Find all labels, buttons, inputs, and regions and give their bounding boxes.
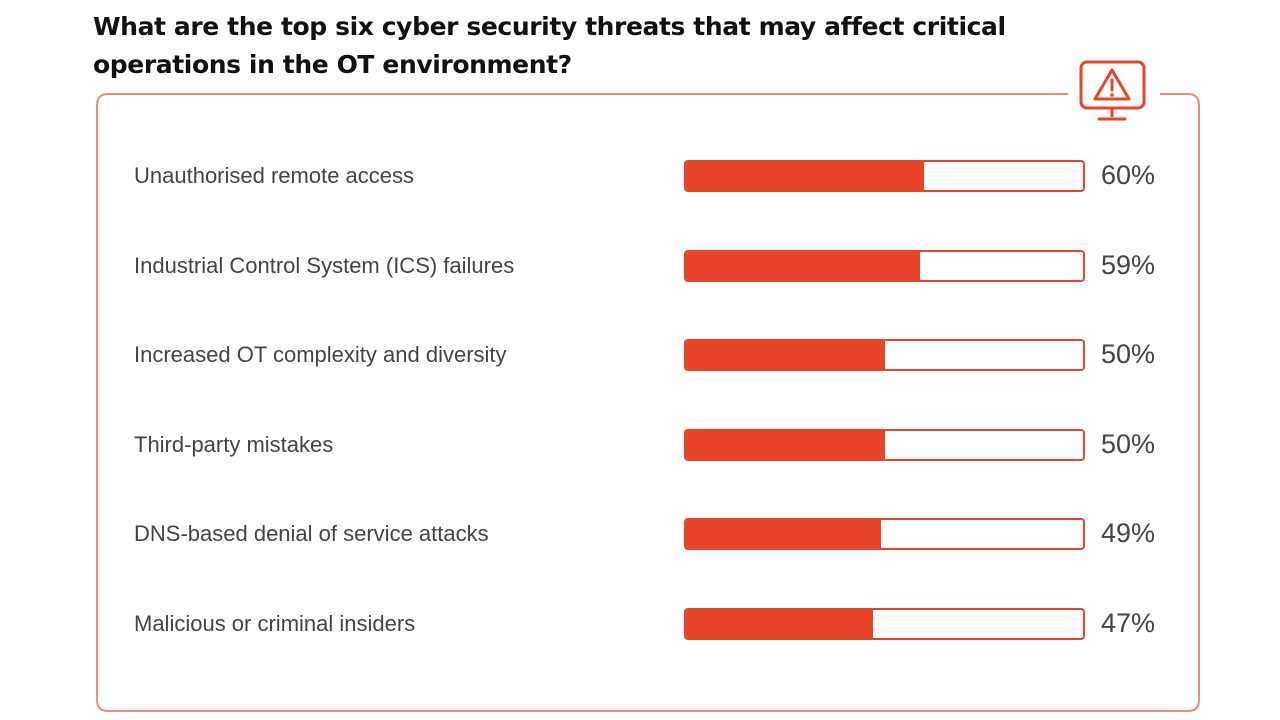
warning-monitor-icon	[1079, 60, 1146, 121]
bar-label: Increased OT complexity and diversity	[134, 342, 507, 368]
bar	[686, 430, 885, 459]
bar-label: Third-party mistakes	[134, 431, 334, 457]
bar-track	[684, 249, 1085, 282]
bar	[686, 341, 885, 370]
bar-row: DNS-based denial of service attacks 49%	[0, 514, 1280, 554]
bar-value-label: 50%	[1101, 339, 1156, 370]
bar-track	[684, 160, 1085, 192]
bar-label: Unauthorised remote access	[134, 163, 415, 188]
bar	[686, 520, 881, 549]
bar-value-label: 59%	[1101, 249, 1156, 280]
bar-label: Industrial Control System (ICS) failures	[134, 252, 515, 278]
bar	[686, 251, 921, 280]
bar-track	[684, 339, 1085, 372]
bar-row: Industrial Control System (ICS) failures…	[0, 246, 1280, 286]
bar-value-label: 49%	[1101, 518, 1156, 549]
bar-label: Malicious or criminal insiders	[134, 611, 416, 636]
bar-label: DNS-based denial of service attacks	[134, 521, 489, 547]
bar-row: Third-party mistakes 50%	[0, 425, 1280, 465]
bar	[686, 162, 925, 190]
bar-value-label: 47%	[1101, 608, 1156, 638]
bar-track	[684, 518, 1085, 551]
bar	[686, 610, 873, 638]
frame-border	[96, 93, 1200, 712]
bar-track	[684, 428, 1085, 461]
chart-title: What are the top six cyber security thre…	[93, 12, 1006, 79]
bar-value-label: 60%	[1101, 160, 1156, 190]
bar-value-label: 50%	[1101, 428, 1156, 459]
bar-track	[684, 608, 1085, 640]
bar-row: Unauthorised remote access 60%	[0, 156, 1280, 196]
bar-row: Malicious or criminal insiders 47%	[0, 604, 1280, 644]
bar-row: Increased OT complexity and diversity 50%	[0, 335, 1280, 375]
